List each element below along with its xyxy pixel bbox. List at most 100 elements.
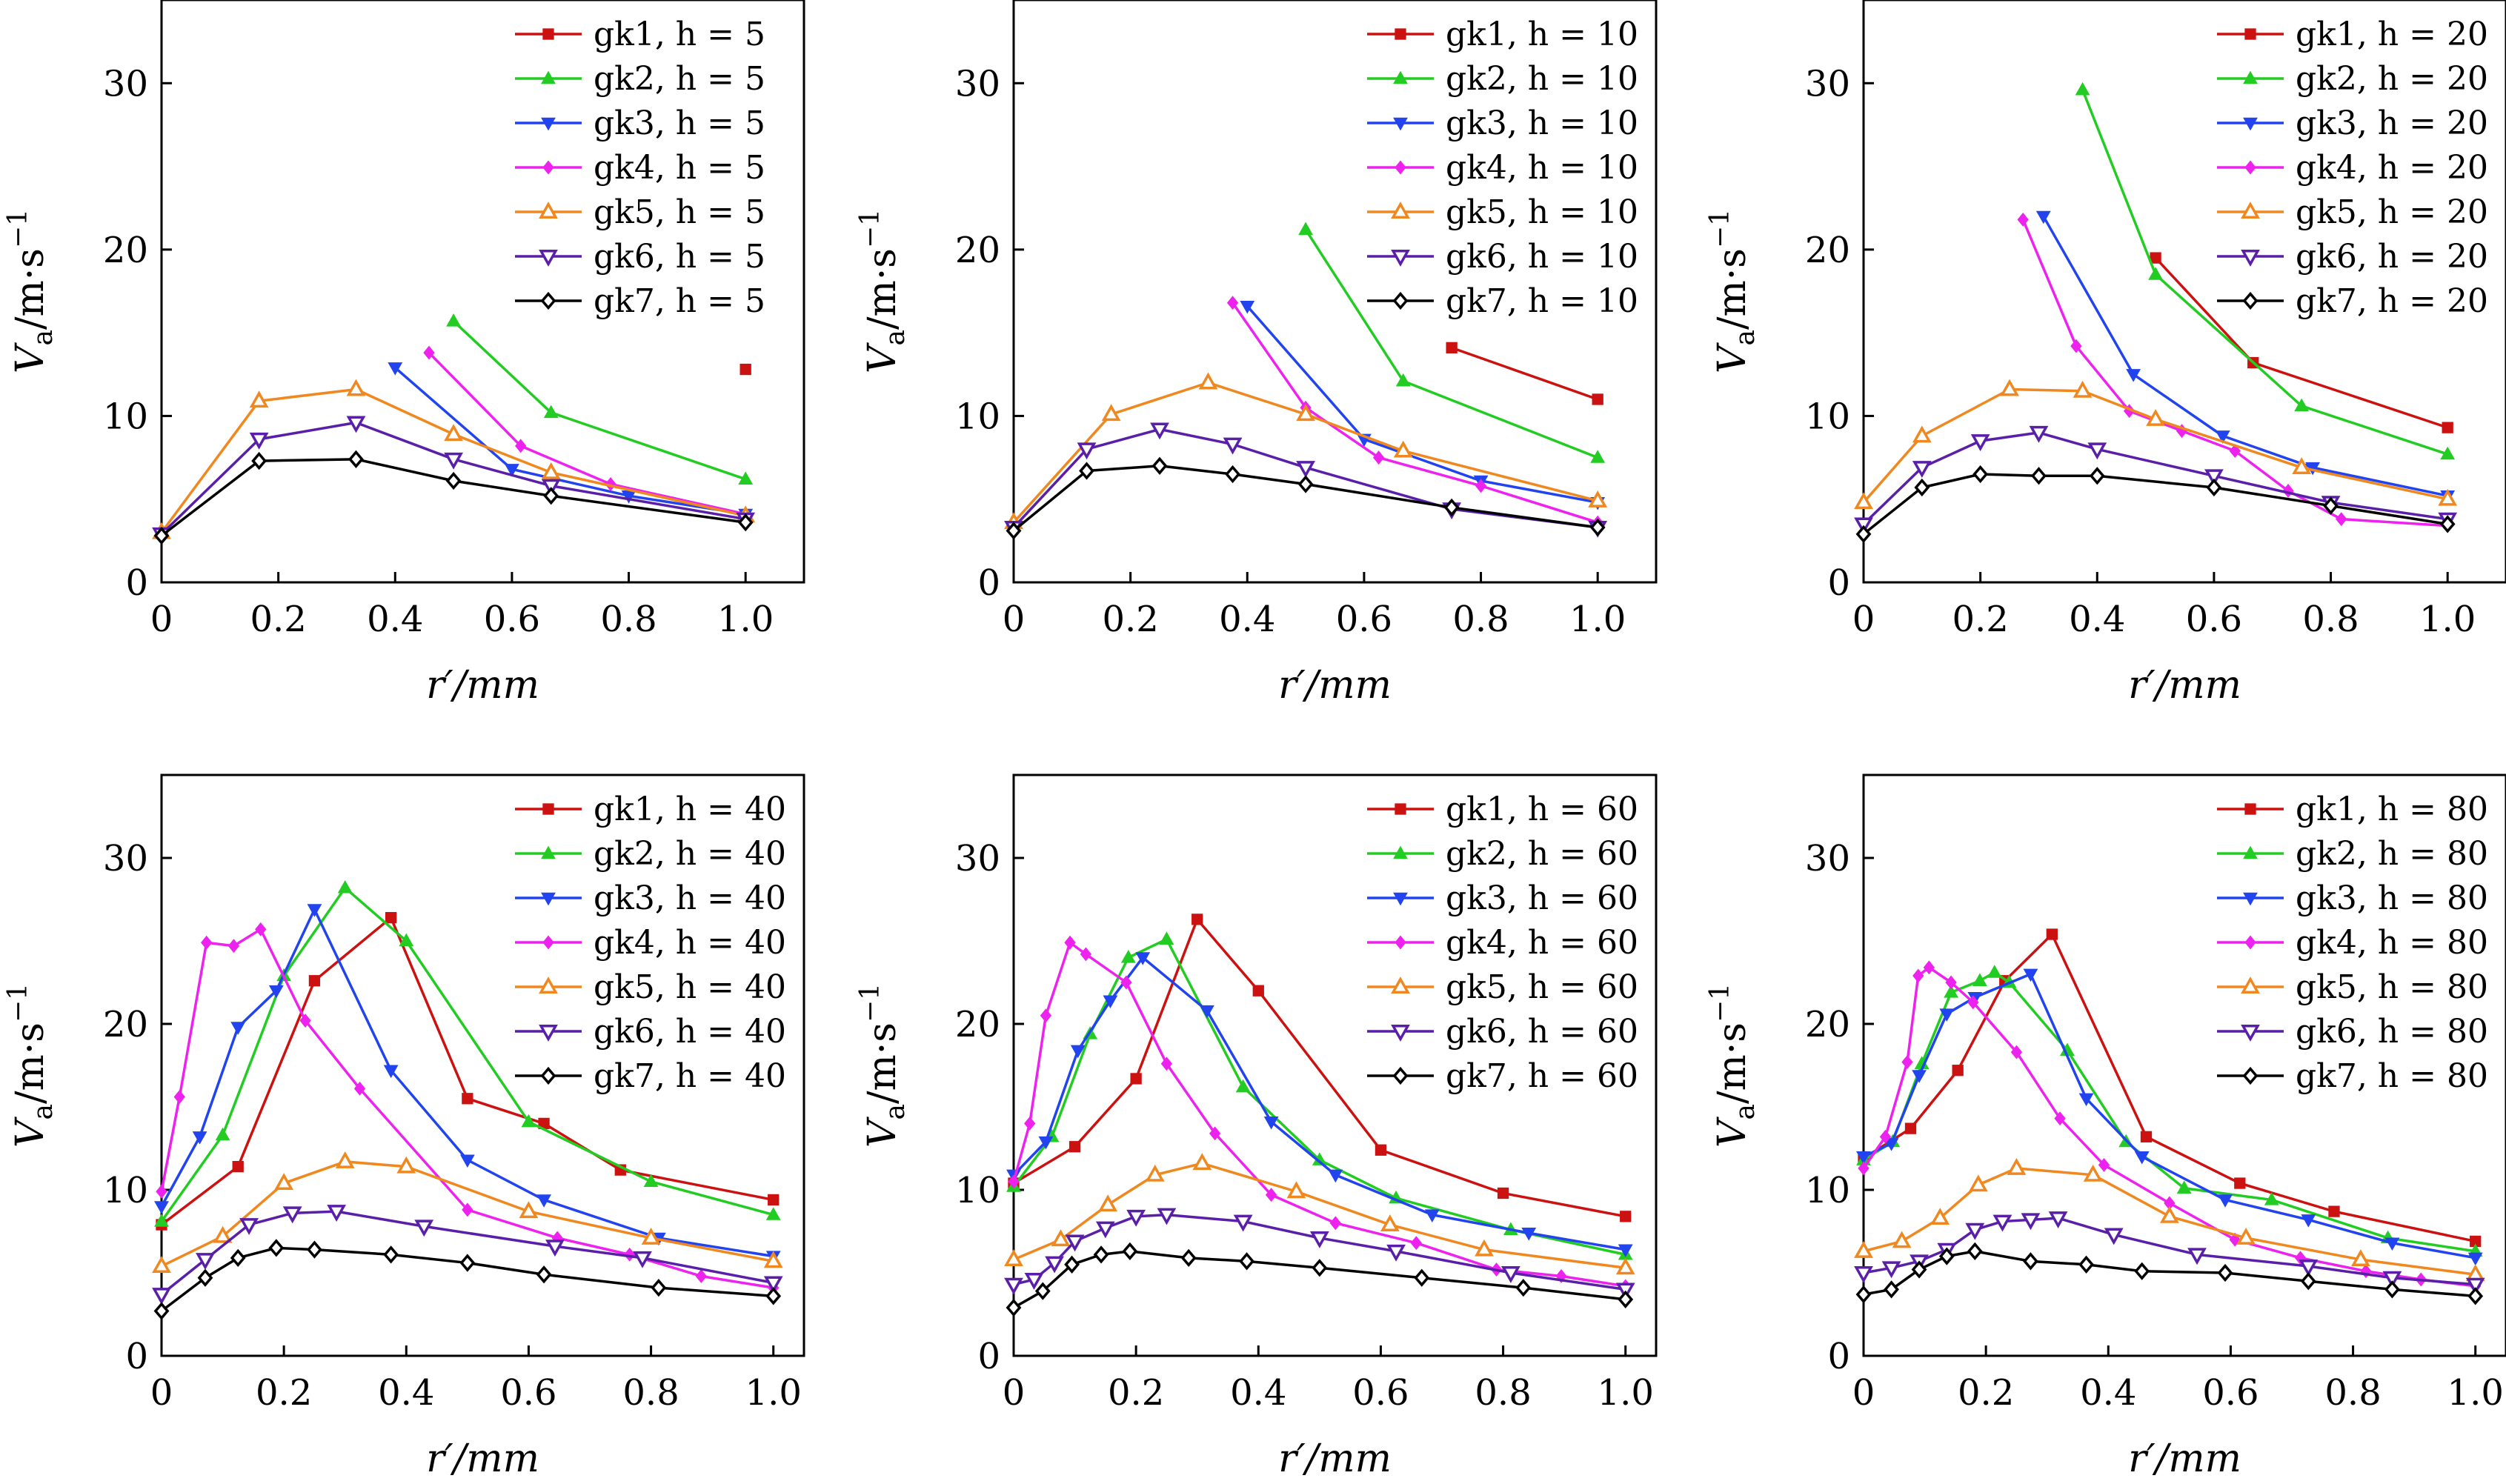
data-point-gk4	[462, 1202, 473, 1217]
data-point-gk6	[1912, 461, 1932, 478]
x-tick-label: 0.6	[2186, 599, 2242, 640]
data-point-gk7	[2078, 1255, 2094, 1274]
y-label-unit: /m·s	[1710, 1022, 1755, 1104]
data-point-gk4	[2294, 1251, 2307, 1265]
legend-marker-gk2	[541, 70, 556, 84]
x-tick-label: 1.0	[2419, 599, 2476, 640]
legend-marker-gk6	[1391, 250, 1410, 267]
data-point-gk3	[1618, 1244, 1633, 1257]
data-point-gk1	[1191, 914, 1203, 925]
x-tick-label: 1.0	[2447, 1372, 2504, 1414]
data-point-gk4	[156, 1184, 167, 1199]
data-point-gk5	[2438, 488, 2458, 506]
series-line-gk5	[1863, 1167, 2476, 1276]
data-point-gk4	[2070, 339, 2082, 353]
legend: gk1, h = 40 gk2, h = 40 gk3, h = 40 gk4, h …	[515, 791, 786, 1095]
y-tick-label: 10	[1805, 396, 1850, 437]
data-point-gk7	[445, 471, 462, 490]
legend-label-gk3: gk3, h = 80	[2296, 879, 2488, 917]
legend-marker-gk6	[539, 1025, 558, 1042]
data-point-gk4	[1064, 935, 1076, 950]
data-point-gk4	[1160, 1057, 1173, 1071]
data-point-gk2	[1235, 1079, 1251, 1093]
data-point-gk4	[2336, 512, 2347, 527]
legend-label-gk7: gk7, h = 60	[1446, 1057, 1638, 1095]
data-point-gk7	[1151, 456, 1168, 475]
data-point-gk6	[2382, 1271, 2402, 1288]
data-point-gk3	[388, 362, 403, 376]
x-tick-label: 0.4	[367, 599, 423, 640]
y-label-sub: a	[1730, 1104, 1761, 1119]
series-gk4	[423, 345, 751, 522]
data-point-gk4	[1945, 975, 1957, 990]
x-tick-label: 1.0	[1598, 1372, 1654, 1414]
y-label-var: V	[8, 342, 53, 373]
data-point-gk5	[396, 1156, 416, 1174]
legend-label-gk5: gk5, h = 80	[2296, 968, 2488, 1006]
data-point-gk3	[1856, 1151, 1871, 1165]
data-point-gk4	[2017, 212, 2029, 227]
data-point-gk6	[1157, 1208, 1177, 1225]
legend-marker-gk7	[1392, 1066, 1409, 1085]
x-tick-label: 0.2	[250, 599, 306, 640]
x-tick-label: 0.6	[2202, 1372, 2259, 1414]
y-label-sub: a	[880, 330, 911, 345]
legend-label-gk2: gk2, h = 5	[594, 60, 765, 98]
legend-marker-gk6	[2241, 250, 2260, 267]
data-point-gk2	[643, 1174, 659, 1187]
legend-marker-gk1	[2244, 803, 2256, 815]
y-label-exp: −1	[1705, 209, 1735, 248]
data-point-gk5	[213, 1225, 233, 1243]
data-point-gk4	[1120, 975, 1132, 990]
legend-marker-gk6	[1391, 1025, 1410, 1042]
data-point-gk2	[2148, 267, 2163, 280]
series-gk7	[1006, 456, 1606, 540]
legend-label-gk6: gk6, h = 60	[1446, 1013, 1638, 1051]
data-point-gk5	[2007, 1157, 2027, 1175]
legend-label-gk6: gk6, h = 10	[1446, 238, 1638, 276]
legend-marker-gk5	[2241, 202, 2260, 219]
data-point-gk7	[543, 487, 559, 505]
data-point-gk4	[1475, 479, 1487, 493]
legend-marker-gk2	[1393, 845, 1408, 859]
y-tick-label: 30	[1805, 838, 1850, 879]
data-point-gk3	[192, 1131, 207, 1145]
data-point-gk6	[239, 1218, 259, 1235]
data-point-gk5	[1004, 1249, 1023, 1267]
data-point-gk5	[1286, 1181, 1306, 1199]
data-point-gk3	[621, 490, 637, 504]
series-gk2	[1298, 222, 1606, 463]
data-point-gk2	[765, 1207, 781, 1220]
legend: gk1, h = 20 gk2, h = 20 gk3, h = 20 gk4, h …	[2217, 16, 2488, 320]
legend-marker-gk1	[542, 28, 554, 40]
legend-label-gk2: gk2, h = 60	[1446, 835, 1638, 873]
y-label-unit: /m·s	[1710, 248, 1755, 330]
data-point-gk5	[1854, 492, 1873, 510]
data-point-gk4	[695, 1269, 707, 1283]
data-point-gk7	[2323, 496, 2339, 515]
data-point-gk4	[2229, 444, 2241, 459]
series-gk7	[1855, 1242, 2484, 1305]
series-line-gk5	[161, 1160, 774, 1268]
legend-marker-gk3	[541, 117, 556, 131]
data-point-gk4	[551, 1231, 563, 1245]
data-point-gk5	[2000, 379, 2019, 396]
legend-label-gk5: gk5, h = 5	[594, 193, 765, 231]
data-point-gk6	[282, 1206, 302, 1224]
data-point-gk2	[2264, 1192, 2279, 1205]
y-axis-label: Va/m·s−1	[855, 983, 911, 1148]
data-point-gk5	[2073, 380, 2093, 398]
data-point-gk5	[541, 462, 561, 479]
chart-panel-h-10: 0 0.2 0.4 0.6 0.8 1.0 0 10 20 30 r′/mm Va/m·s−1 gk1,…	[855, 0, 1658, 708]
data-point-gk4	[1858, 1161, 1869, 1176]
series-line-gk1	[160, 916, 774, 1226]
data-point-gk5	[1854, 1240, 1873, 1258]
chart-panel-h-60: 0 0.2 0.4 0.6 0.8 1.0 0 10 20 30 r′/mm Va/m·s−1 gk1,…	[855, 773, 1658, 1481]
data-point-gk3	[1939, 1008, 1955, 1022]
x-tick-label: 0.2	[1108, 1372, 1164, 1414]
data-point-gk3	[2301, 1214, 2316, 1228]
data-point-gk7	[268, 1239, 285, 1257]
data-point-gk3	[307, 904, 322, 917]
data-point-gk5	[444, 424, 463, 442]
series-gk2	[154, 879, 781, 1227]
